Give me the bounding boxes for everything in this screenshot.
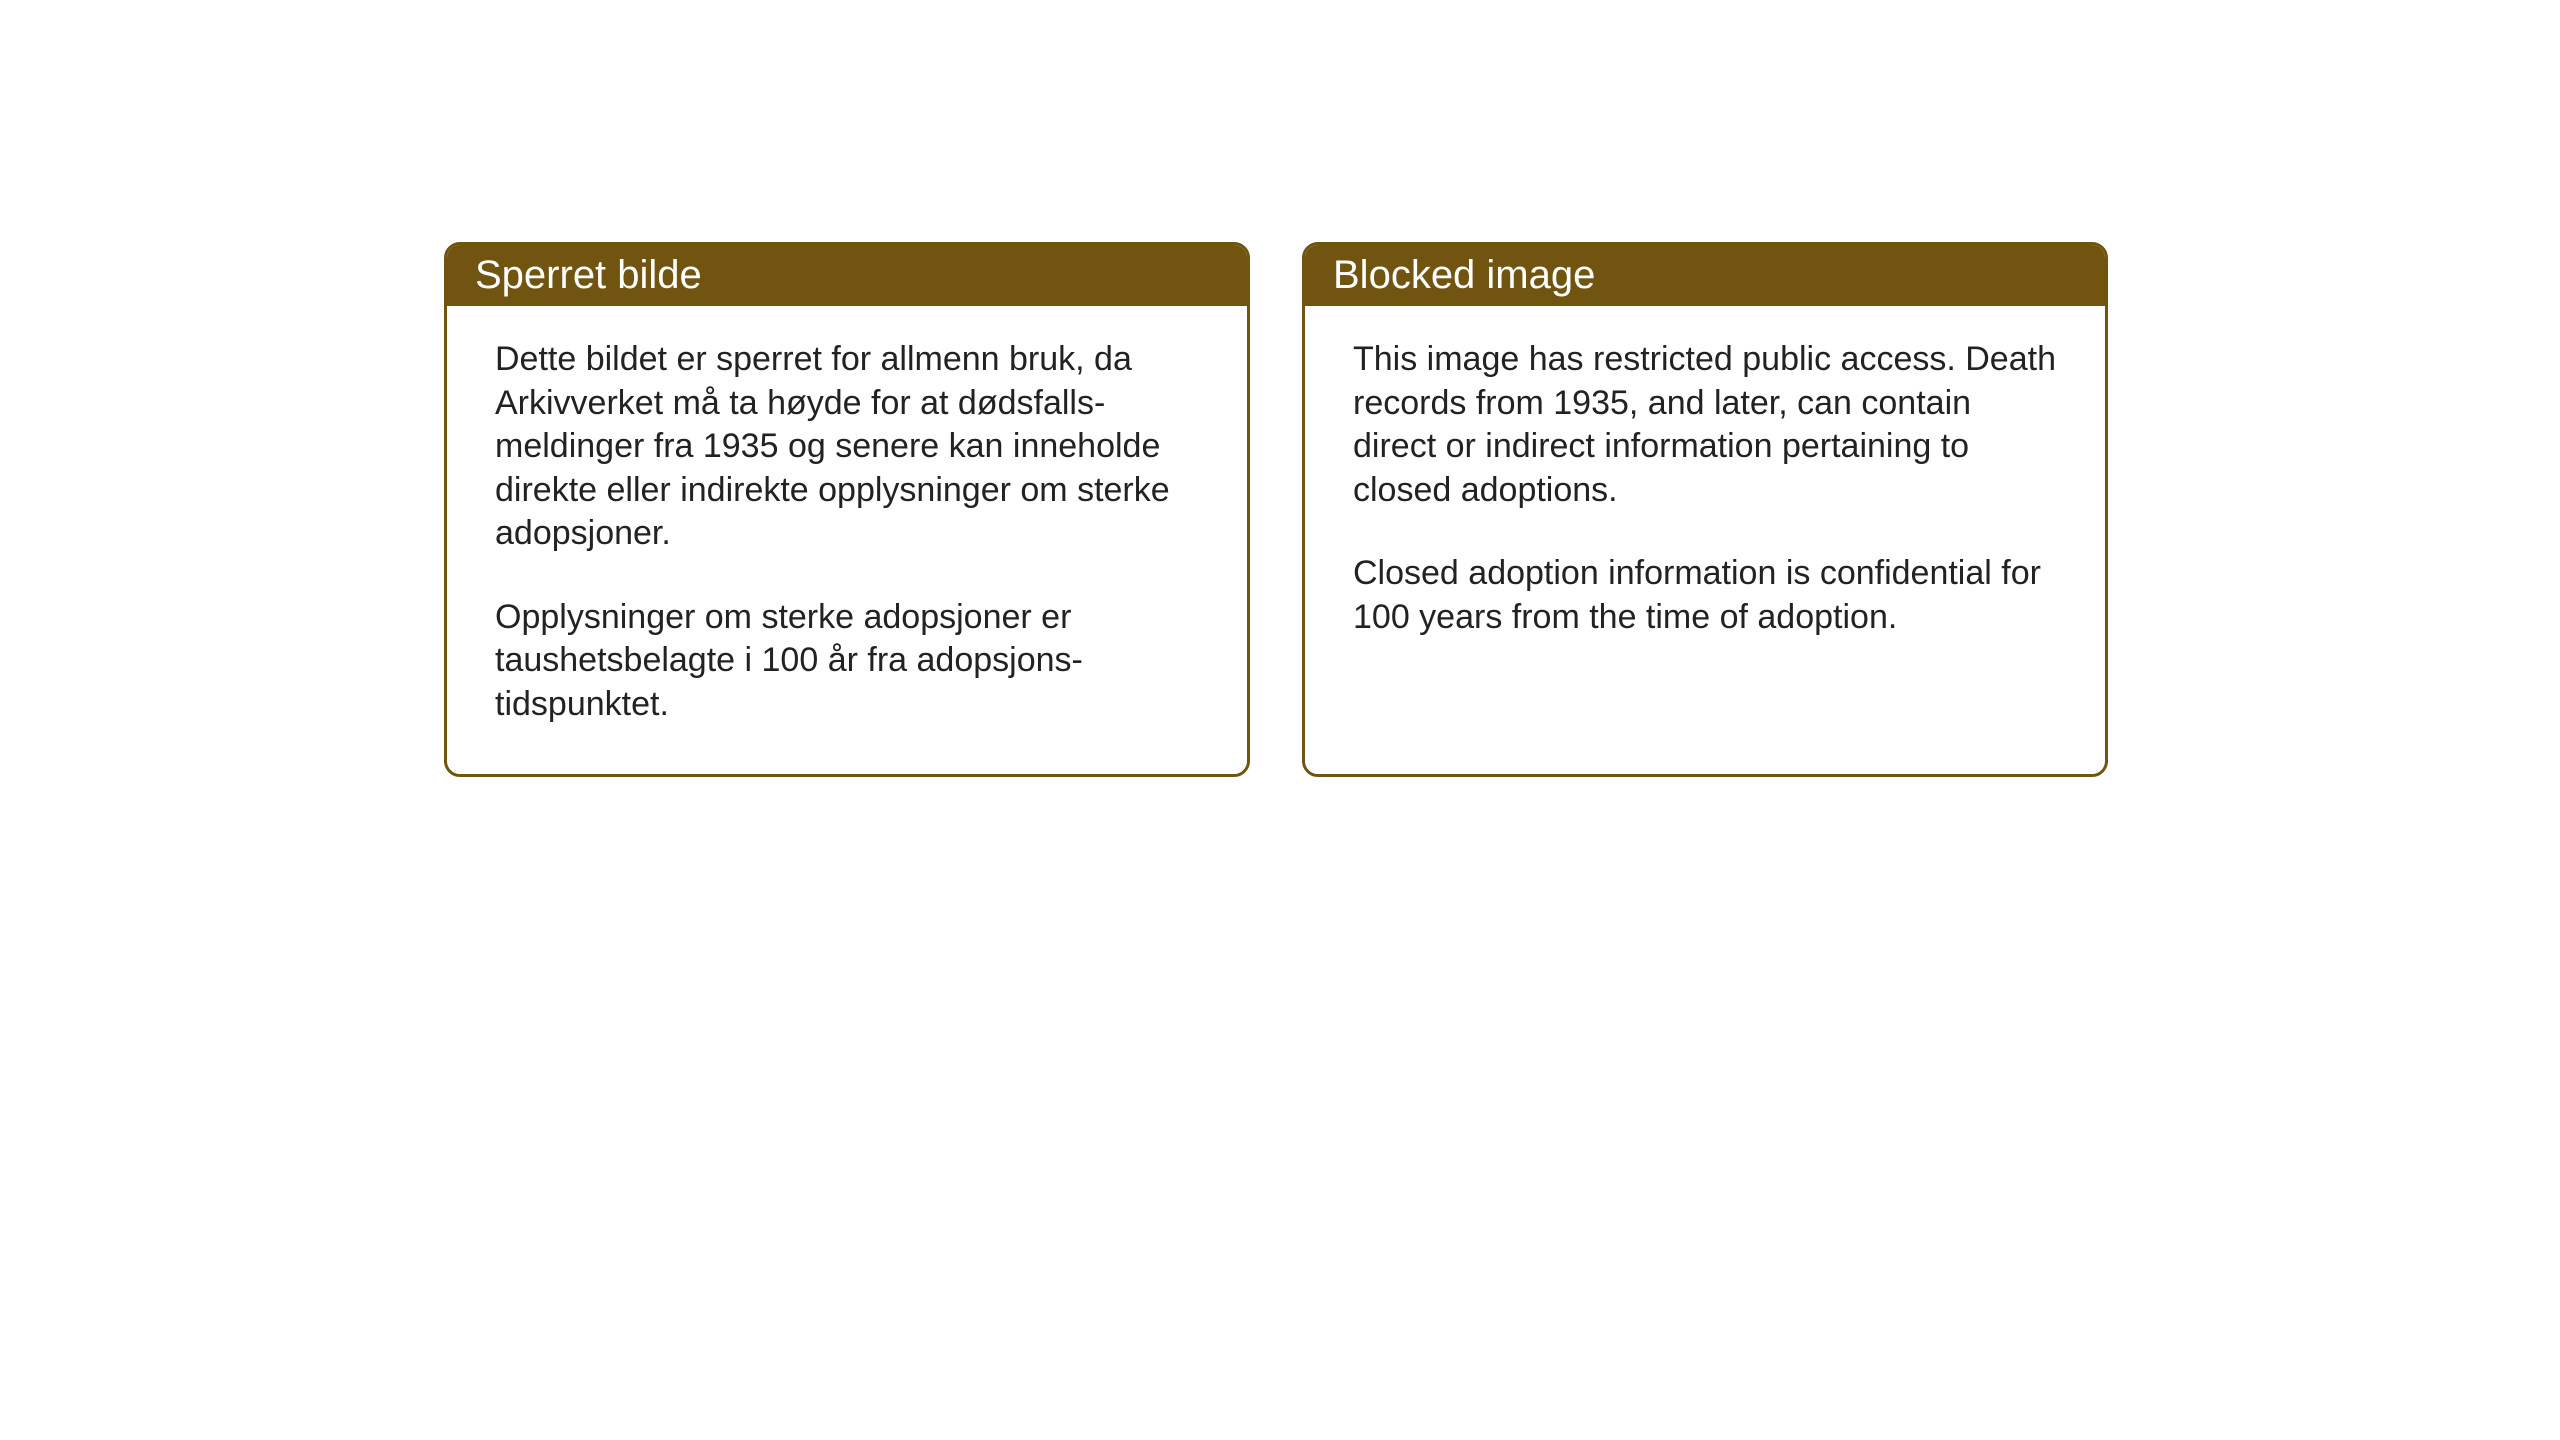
notice-container: Sperret bilde Dette bildet er sperret fo…	[444, 242, 2108, 777]
english-paragraph-1: This image has restricted public access.…	[1353, 338, 2057, 512]
norwegian-card-body: Dette bildet er sperret for allmenn bruk…	[447, 306, 1247, 774]
norwegian-notice-card: Sperret bilde Dette bildet er sperret fo…	[444, 242, 1250, 777]
english-notice-card: Blocked image This image has restricted …	[1302, 242, 2108, 777]
norwegian-card-header: Sperret bilde	[447, 245, 1247, 306]
english-card-header: Blocked image	[1305, 245, 2105, 306]
norwegian-card-title: Sperret bilde	[475, 253, 702, 297]
english-card-body: This image has restricted public access.…	[1305, 306, 2105, 687]
norwegian-paragraph-2: Opplysninger om sterke adopsjoner er tau…	[495, 596, 1199, 727]
english-paragraph-2: Closed adoption information is confident…	[1353, 552, 2057, 639]
norwegian-paragraph-1: Dette bildet er sperret for allmenn bruk…	[495, 338, 1199, 556]
english-card-title: Blocked image	[1333, 253, 1595, 297]
